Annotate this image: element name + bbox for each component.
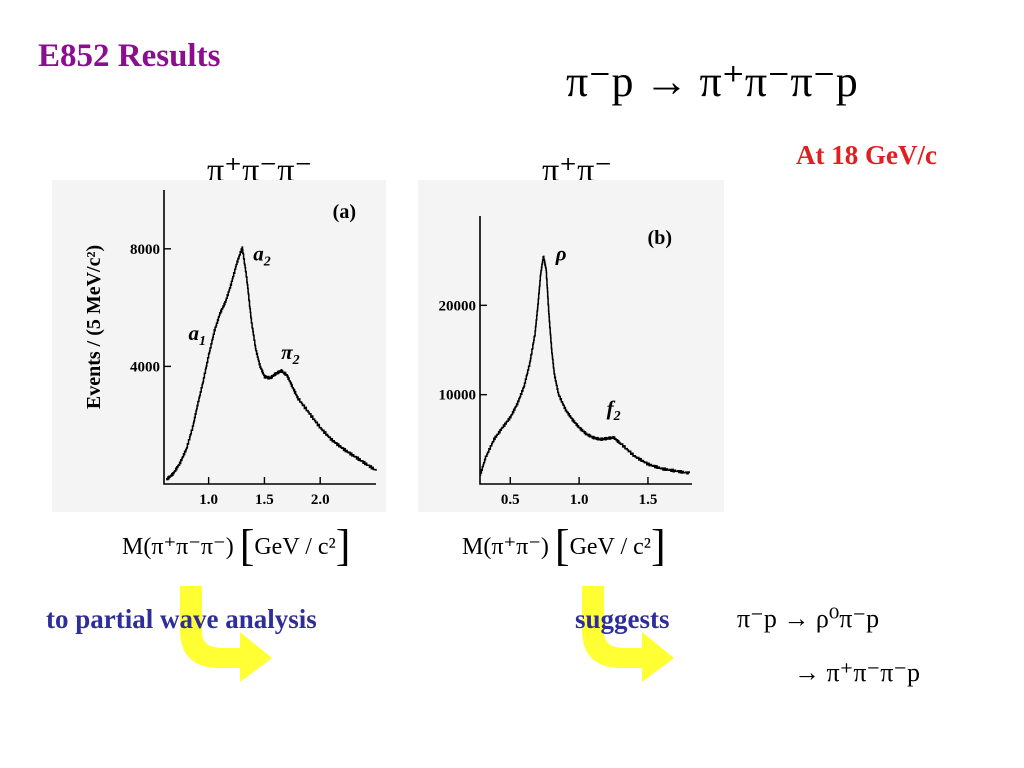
x-tick-label: 1.5 bbox=[639, 492, 658, 508]
curved-arrow-icon bbox=[582, 586, 674, 682]
chart-a-svg: 1.0 1.5 2.0 4000 8000 Events / (5 MeV/c²) (a) a… bbox=[83, 190, 377, 508]
bracket-right: ] bbox=[335, 521, 351, 570]
rho-reaction-line2: → π⁺π⁻π⁻p bbox=[794, 658, 921, 687]
axis-frame bbox=[163, 190, 376, 485]
y-axis-label: Events / (5 MeV/c²) bbox=[83, 245, 105, 409]
peak-annotation: a2 bbox=[253, 242, 271, 270]
chart-panel-b: 0.5 1.0 1.5 10000 20000 (b) ρ f2 bbox=[418, 180, 724, 512]
bracket-right: ] bbox=[650, 521, 666, 570]
x-tick-label: 1.0 bbox=[199, 492, 218, 508]
chart-panel-a: 1.0 1.5 2.0 4000 8000 Events / (5 MeV/c²) (a) a… bbox=[52, 180, 386, 512]
x-tick-label: 2.0 bbox=[311, 492, 330, 508]
curved-arrow-icon bbox=[180, 586, 272, 682]
y-tick-label: 8000 bbox=[130, 242, 160, 258]
peak-annotation: π2 bbox=[281, 340, 299, 368]
peak-annotation: ρ bbox=[555, 242, 567, 266]
panel-tag: (b) bbox=[648, 227, 672, 249]
panel-b-axis-label: M(π⁺π⁻) [GeV / c²] bbox=[462, 520, 666, 571]
rho-reaction-line1: π⁻p → ρ⁰π⁻p bbox=[737, 604, 880, 633]
panel-b-unit-label: GeV / c² bbox=[569, 534, 651, 560]
axis-frame bbox=[479, 216, 692, 485]
x-tick-label: 1.5 bbox=[255, 492, 274, 508]
chart-b-svg: 0.5 1.0 1.5 10000 20000 (b) ρ f2 bbox=[439, 216, 692, 508]
panel-a-axis-label: M(π⁺π⁻π⁻) [GeV / c²] bbox=[122, 520, 350, 571]
x-tick-label: 1.0 bbox=[570, 492, 589, 508]
reaction-formula: π⁻p → π⁺π⁻π⁻p bbox=[566, 57, 858, 106]
beam-energy-label: At 18 GeV/c bbox=[796, 140, 937, 170]
x-tick-label: 0.5 bbox=[501, 492, 520, 508]
bracket-left: [ bbox=[239, 521, 255, 570]
panel-b-mass-label: M(π⁺π⁻) bbox=[462, 534, 549, 560]
panel-a-unit-label: GeV / c² bbox=[254, 534, 336, 560]
panel-tag: (a) bbox=[333, 201, 356, 223]
peak-annotation: f2 bbox=[607, 396, 621, 424]
panel-a-mass-label: M(π⁺π⁻π⁻) bbox=[122, 534, 234, 560]
peak-annotation: a1 bbox=[189, 321, 207, 349]
slide-title: E852 Results bbox=[38, 38, 221, 74]
bracket-left: [ bbox=[554, 521, 570, 570]
histogram-series-line bbox=[166, 246, 377, 481]
partial-wave-text: to partial wave analysis bbox=[46, 604, 317, 634]
suggests-text: suggests bbox=[575, 604, 670, 634]
y-tick-label: 10000 bbox=[439, 388, 477, 404]
histogram-series-line bbox=[479, 255, 690, 476]
y-tick-label: 20000 bbox=[439, 298, 477, 314]
y-tick-label: 4000 bbox=[130, 359, 160, 375]
